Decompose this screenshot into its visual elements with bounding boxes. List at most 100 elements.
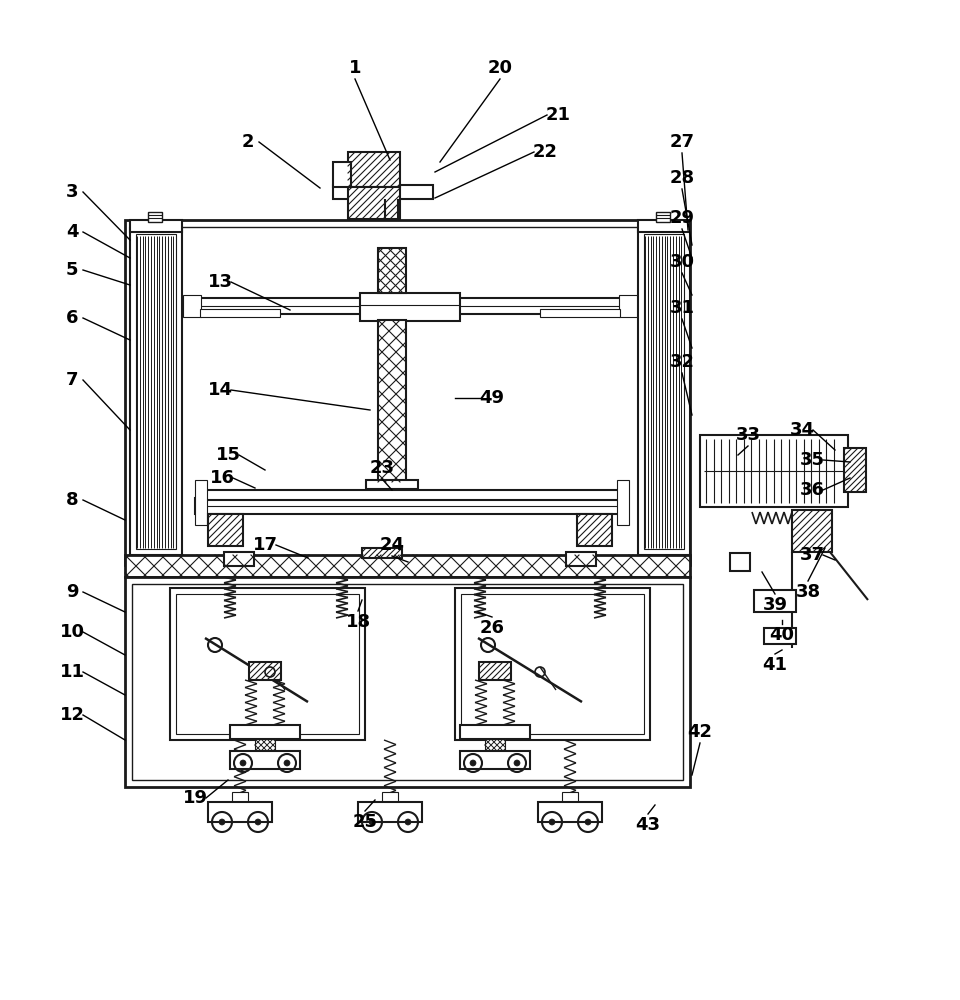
Circle shape [240,760,246,766]
Bar [249,662,281,680]
Text: 19: 19 [182,789,207,807]
Bar [136,234,176,549]
Bar [360,293,460,321]
Text: 34: 34 [789,421,814,439]
Text: 11: 11 [60,663,84,681]
Bar [170,588,365,740]
Bar [125,577,690,787]
Text: 9: 9 [65,583,79,601]
Text: 2: 2 [242,133,254,151]
Circle shape [284,760,290,766]
Bar [176,594,359,734]
Bar [566,552,596,566]
Text: 3: 3 [65,183,79,201]
Text: 10: 10 [60,623,84,641]
Text: 41: 41 [762,656,787,674]
Bar [362,548,402,558]
Text: 13: 13 [207,273,232,291]
Bar [200,309,280,317]
Text: 36: 36 [800,481,825,499]
Text: 30: 30 [669,253,694,271]
Bar [540,309,620,317]
Text: 40: 40 [770,626,795,644]
Bar [656,212,670,222]
Bar [183,298,637,314]
Bar [577,514,612,546]
Bar [562,792,578,802]
Text: 32: 32 [669,353,694,371]
Text: 6: 6 [65,309,79,327]
Text: 39: 39 [762,596,787,614]
Text: 12: 12 [60,706,84,724]
Text: 20: 20 [488,59,513,77]
Bar [485,739,505,751]
Bar [538,802,602,822]
Bar [195,498,625,514]
Text: 37: 37 [800,546,825,564]
Bar [130,228,182,555]
Circle shape [470,760,476,766]
Bar [132,227,683,558]
Bar [792,510,832,552]
Bar [366,480,418,496]
Bar [198,490,622,500]
Text: 14: 14 [207,381,232,399]
Bar [195,480,207,525]
Text: 5: 5 [65,261,79,279]
Text: 7: 7 [65,371,79,389]
Text: 26: 26 [479,619,505,637]
Bar [619,295,637,317]
Bar [208,802,272,822]
Text: 24: 24 [379,536,404,554]
Bar [132,584,683,780]
Circle shape [514,760,520,766]
Text: 16: 16 [209,469,234,487]
Text: 29: 29 [669,209,694,227]
Bar [638,228,690,555]
Text: 25: 25 [352,813,377,831]
Bar [461,594,644,734]
Bar [348,152,400,187]
Bar [333,185,433,199]
Bar [638,220,690,232]
Text: 42: 42 [687,723,712,741]
Text: 27: 27 [669,133,694,151]
Bar [358,802,422,822]
Text: 4: 4 [65,223,79,241]
Text: 23: 23 [370,459,395,477]
Text: 43: 43 [636,816,660,834]
Text: 38: 38 [796,583,821,601]
Bar [460,751,530,769]
Bar [378,320,406,482]
Bar [230,751,300,769]
Text: 31: 31 [669,299,694,317]
Bar [844,448,866,492]
Text: 18: 18 [346,613,371,631]
Text: 1: 1 [348,59,361,77]
Bar [148,212,162,222]
Bar [378,248,406,293]
Bar [382,792,398,802]
Text: 15: 15 [215,446,241,464]
Bar [617,480,629,525]
Text: 28: 28 [669,169,695,187]
Circle shape [549,819,555,825]
Bar [224,552,254,566]
Bar [700,435,848,507]
Bar [764,628,796,644]
Circle shape [219,819,225,825]
Bar [348,187,400,219]
Bar [754,590,796,612]
Bar [125,555,690,577]
Bar [125,220,690,565]
Bar [208,514,243,546]
Bar [183,295,201,317]
Bar [230,725,300,739]
Bar [455,588,650,740]
Text: 22: 22 [533,143,558,161]
Text: 8: 8 [65,491,79,509]
Bar [479,662,511,680]
Bar [255,739,275,751]
Text: 35: 35 [800,451,825,469]
Circle shape [369,819,375,825]
